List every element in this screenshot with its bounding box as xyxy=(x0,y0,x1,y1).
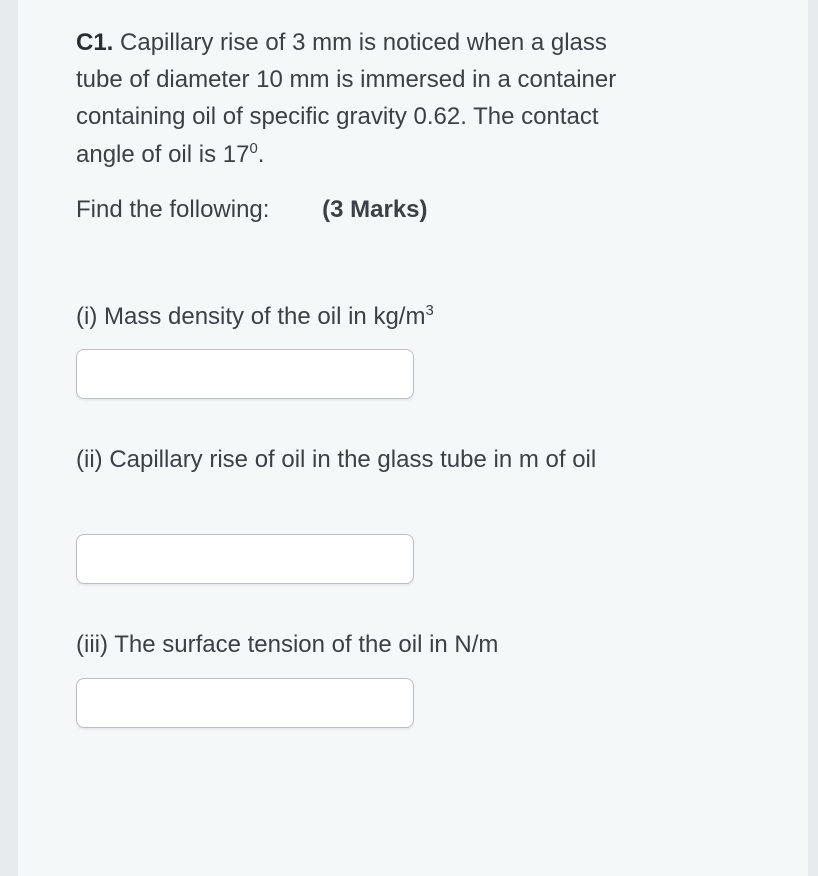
problem-line-2: tube of diameter 10 mm is immersed in a … xyxy=(76,66,616,93)
problem-line-1: Capillary rise of 3 mm is noticed when a… xyxy=(113,29,607,56)
part-1-sup: 3 xyxy=(425,303,433,319)
part-2-label: (ii) Capillary rise of oil in the glass … xyxy=(76,441,760,478)
find-row: Find the following: (3 Marks) xyxy=(76,191,760,228)
part-2-text: (ii) Capillary rise of oil in the glass … xyxy=(76,446,596,473)
part-1-text: (i) Mass density of the oil in kg/m xyxy=(76,303,425,330)
problem-line-3: containing oil of specific gravity 0.62.… xyxy=(76,103,599,130)
problem-label: C1. xyxy=(76,29,113,56)
problem-statement: C1. Capillary rise of 3 mm is noticed wh… xyxy=(76,24,760,173)
find-label: Find the following: xyxy=(76,196,269,223)
answer-input-1[interactable] xyxy=(76,349,414,399)
part-3-text: (iii) The surface tension of the oil in … xyxy=(76,631,498,658)
marks-label: (3 Marks) xyxy=(322,196,427,223)
problem-line-4a: angle of oil is 17 xyxy=(76,141,249,168)
part-1-label: (i) Mass density of the oil in kg/m3 xyxy=(76,298,760,335)
answer-input-3[interactable] xyxy=(76,678,414,728)
answer-input-2[interactable] xyxy=(76,534,414,584)
question-card: C1. Capillary rise of 3 mm is noticed wh… xyxy=(18,0,808,876)
problem-line-4-sup: 0 xyxy=(249,141,257,157)
part-3-label: (iii) The surface tension of the oil in … xyxy=(76,626,760,663)
problem-line-4b: . xyxy=(258,141,265,168)
